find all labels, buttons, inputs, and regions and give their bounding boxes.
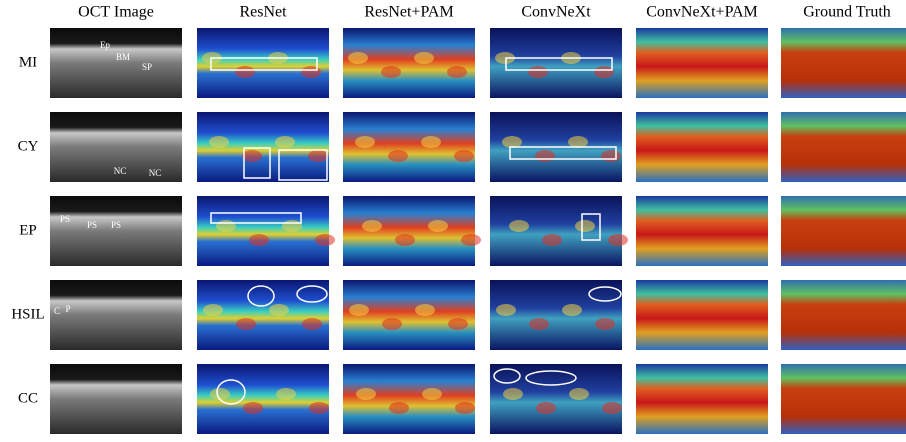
heat-blob	[388, 150, 408, 162]
heat-blob	[528, 66, 548, 78]
heat-blob	[454, 150, 474, 162]
image-panel	[50, 280, 182, 350]
heat-blob	[415, 304, 435, 316]
heat-blob	[389, 402, 409, 414]
heat-blob	[535, 150, 555, 162]
heat-blob	[575, 220, 595, 232]
row-label: MI	[19, 54, 37, 70]
heat-blob	[568, 136, 588, 148]
heat-blob	[602, 402, 622, 414]
image-panel	[781, 364, 906, 434]
heat-blob	[282, 220, 302, 232]
column-header: ResNet+PAM	[364, 4, 453, 21]
heat-blob	[608, 234, 628, 246]
heat-blob	[536, 402, 556, 414]
image-panel	[781, 112, 906, 182]
heat-blob	[355, 136, 375, 148]
annotation: C	[54, 306, 60, 316]
heat-blob	[569, 388, 589, 400]
heat-blob	[302, 318, 322, 330]
image-panel	[781, 28, 906, 98]
heat-blob	[235, 66, 255, 78]
heat-blob	[382, 318, 402, 330]
annotation: NC	[114, 166, 127, 176]
image-panel	[50, 364, 182, 434]
heat-blob	[414, 52, 434, 64]
row-label: CY	[18, 138, 39, 154]
heat-blob	[509, 220, 529, 232]
image-panel	[781, 280, 906, 350]
heat-blob	[381, 66, 401, 78]
column-header: ResNet	[239, 4, 287, 21]
heat-blob	[496, 304, 516, 316]
annotation: NC	[149, 168, 162, 178]
heat-blob	[595, 318, 615, 330]
heat-blob	[242, 150, 262, 162]
annotation: BM	[116, 52, 130, 62]
heat-blob	[503, 388, 523, 400]
image-panel	[490, 196, 622, 266]
annotation: Ep	[100, 40, 110, 50]
heat-blob	[594, 66, 614, 78]
heat-blob	[502, 136, 522, 148]
heat-blob	[269, 304, 289, 316]
image-panel	[343, 196, 475, 266]
heat-blob	[236, 318, 256, 330]
heat-blob	[349, 304, 369, 316]
heat-blob	[395, 234, 415, 246]
column-header: ConvNeXt+PAM	[646, 4, 758, 21]
image-panel	[50, 28, 182, 98]
image-panel	[636, 112, 768, 182]
heat-blob	[542, 234, 562, 246]
heat-blob	[203, 304, 223, 316]
image-panel	[636, 364, 768, 434]
heat-blob	[422, 388, 442, 400]
image-panel	[781, 196, 906, 266]
heat-blob	[362, 220, 382, 232]
heat-blob	[210, 388, 230, 400]
heat-blob	[249, 234, 269, 246]
heat-blob	[276, 388, 296, 400]
annotation: P	[65, 304, 70, 314]
heat-blob	[448, 318, 468, 330]
column-header: ConvNeXt	[521, 4, 591, 21]
figure: OCT Image ResNet ResNet+PAM ConvNeXt ConvNeX…	[0, 0, 906, 437]
annotation: SP	[142, 62, 152, 72]
annotation: PS	[111, 220, 121, 230]
image-panel	[197, 196, 329, 266]
heat-blob	[529, 318, 549, 330]
column-header: Ground Truth	[803, 4, 891, 21]
image-panel	[636, 28, 768, 98]
heat-blob	[309, 402, 329, 414]
image-panel	[636, 280, 768, 350]
heat-blob	[461, 234, 481, 246]
image-panel	[50, 196, 182, 266]
row-label: EP	[19, 222, 37, 238]
annotation: PS	[60, 214, 70, 224]
column-header: OCT Image	[78, 4, 154, 21]
heat-blob	[562, 304, 582, 316]
annotation: PS	[87, 220, 97, 230]
image-panel	[636, 196, 768, 266]
heat-blob	[447, 66, 467, 78]
heat-blob	[315, 234, 335, 246]
heat-blob	[601, 150, 621, 162]
row-label: HSIL	[11, 306, 44, 322]
heat-blob	[275, 136, 295, 148]
heat-blob	[243, 402, 263, 414]
heat-blob	[428, 220, 448, 232]
row-label: CC	[18, 390, 38, 406]
heat-blob	[216, 220, 236, 232]
heat-blob	[455, 402, 475, 414]
heat-blob	[209, 136, 229, 148]
heat-blob	[301, 66, 321, 78]
heat-blob	[348, 52, 368, 64]
heat-blob	[308, 150, 328, 162]
heat-blob	[356, 388, 376, 400]
heat-blob	[421, 136, 441, 148]
